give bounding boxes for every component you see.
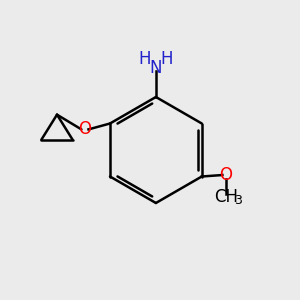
Text: H: H (161, 50, 173, 68)
Text: H: H (139, 50, 151, 68)
Text: O: O (219, 166, 232, 184)
Text: CH: CH (214, 188, 238, 206)
Text: N: N (150, 58, 162, 76)
Text: 3: 3 (234, 194, 242, 207)
Text: O: O (79, 120, 92, 138)
